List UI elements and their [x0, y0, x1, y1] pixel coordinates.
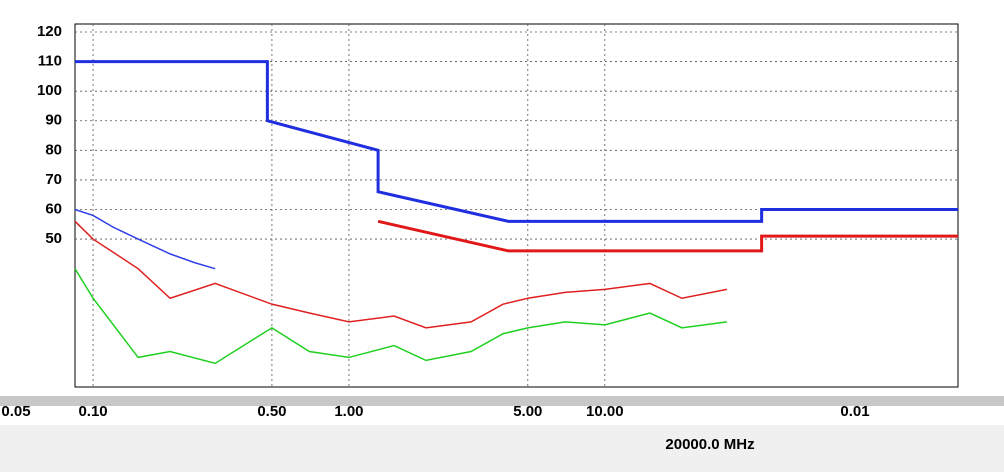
- y-tick-label: 80: [45, 141, 62, 158]
- chart: 0.01 20000.0 MHz 50 60 70 80 90 100 110 120 0.05…: [0, 0, 1004, 472]
- x-tick-label: 5.00: [513, 403, 542, 420]
- y-tick-label: 110: [38, 53, 62, 70]
- y-tick-label: 90: [45, 112, 62, 129]
- y-tick-label: 50: [45, 230, 62, 247]
- series-line: [378, 221, 958, 251]
- series-line: [75, 221, 727, 328]
- annotation: 20000.0 MHz: [665, 436, 754, 453]
- y-tick-label: 100: [37, 82, 62, 99]
- plot-frame: [75, 24, 958, 387]
- series-line: [75, 62, 958, 222]
- y-tick-label: 120: [37, 23, 62, 40]
- status-bar: [0, 425, 1004, 472]
- y-tick-label: 60: [45, 200, 62, 217]
- y-tick-label: 70: [45, 171, 62, 188]
- x-tick-label: 0.05: [1, 403, 30, 420]
- x-tick-label: 0.50: [257, 403, 286, 420]
- x-tick-label: 1.00: [334, 403, 363, 420]
- x-tick-label: 10.00: [586, 403, 624, 420]
- x-tick-label: 0.10: [78, 403, 107, 420]
- annotation: 0.01: [840, 403, 869, 420]
- series-line: [75, 269, 727, 364]
